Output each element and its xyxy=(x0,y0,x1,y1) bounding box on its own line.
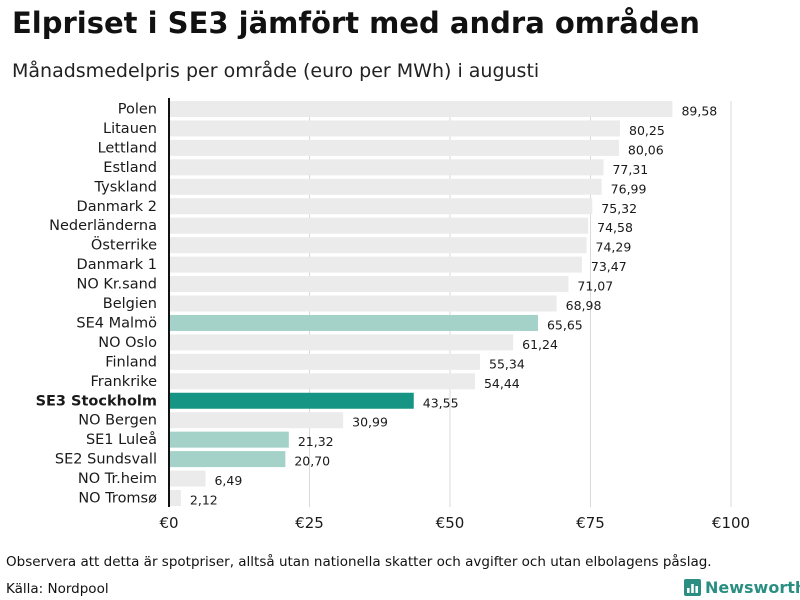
value-label: 76,99 xyxy=(611,181,647,196)
bar xyxy=(169,334,514,351)
bar xyxy=(169,470,206,487)
newsworthy-logo-icon xyxy=(684,579,701,596)
x-tick-label: €50 xyxy=(436,514,465,532)
category-label: Danmark 1 xyxy=(77,257,157,273)
value-label: 89,58 xyxy=(681,104,717,119)
value-label: 71,07 xyxy=(577,279,613,294)
footnote: Observera att detta är spotpriser, allts… xyxy=(6,554,712,570)
x-tick-label: €0 xyxy=(159,514,178,532)
value-label: 73,47 xyxy=(591,259,627,274)
bar xyxy=(169,139,619,156)
category-label: Estland xyxy=(103,160,157,176)
category-label: SE1 Luleå xyxy=(86,431,157,448)
category-label: Tyskland xyxy=(94,179,157,195)
bar xyxy=(169,159,604,176)
value-label: 77,31 xyxy=(612,162,648,177)
category-label: Lettland xyxy=(98,140,157,156)
bar xyxy=(169,490,181,506)
category-label: SE2 Sundsvall xyxy=(55,452,157,468)
category-label: Belgien xyxy=(103,296,157,312)
value-label: 74,58 xyxy=(597,220,633,235)
value-label: 20,70 xyxy=(294,454,330,469)
category-label: NO Kr.sand xyxy=(77,277,157,293)
brand-name: Newsworthy xyxy=(705,578,800,597)
category-label: NO Tromsø xyxy=(78,491,157,507)
category-label: NO Bergen xyxy=(78,413,157,429)
category-label: Danmark 2 xyxy=(77,199,157,215)
value-label: 68,98 xyxy=(566,298,602,313)
bar xyxy=(169,392,414,409)
x-tick-label: €25 xyxy=(295,514,324,532)
bar xyxy=(169,101,673,117)
brand-logo: Newsworthy xyxy=(684,578,800,597)
bar xyxy=(169,431,289,448)
value-label: 74,29 xyxy=(596,240,632,255)
category-label: Frankrike xyxy=(90,374,157,390)
bar xyxy=(169,353,481,370)
category-label: SE3 Stockholm xyxy=(36,393,157,409)
category-label: Nederländerna xyxy=(49,218,157,234)
value-label: 75,32 xyxy=(601,201,637,216)
value-label: 55,34 xyxy=(489,356,525,371)
bar xyxy=(169,276,569,293)
bar xyxy=(169,198,593,215)
bar xyxy=(169,373,475,390)
value-label: 65,65 xyxy=(547,317,583,332)
category-label: Finland xyxy=(105,354,157,370)
category-label: Litauen xyxy=(103,121,157,137)
bar xyxy=(169,314,538,331)
category-label: Österrike xyxy=(91,236,157,254)
source-note: Källa: Nordpool xyxy=(6,581,109,597)
bar xyxy=(169,295,557,312)
value-label: 6,49 xyxy=(214,473,242,488)
bar xyxy=(169,237,587,254)
value-label: 80,25 xyxy=(629,123,665,138)
bar xyxy=(169,120,621,137)
value-label: 21,32 xyxy=(298,434,334,449)
value-label: 54,44 xyxy=(484,376,520,391)
value-label: 61,24 xyxy=(522,337,558,352)
category-label: NO Tr.heim xyxy=(78,471,157,487)
bar xyxy=(169,178,602,195)
value-label: 2,12 xyxy=(190,493,218,508)
value-label: 43,55 xyxy=(423,395,459,410)
bar-chart: Polen 89,58 Litauen 80,25 Lettland 80,06 Estla… xyxy=(36,98,750,532)
value-label: 30,99 xyxy=(352,415,388,430)
category-label: Polen xyxy=(118,102,157,118)
value-label: 80,06 xyxy=(628,142,664,157)
chart-subtitle: Månadsmedelpris per område (euro per MWh… xyxy=(12,60,540,82)
category-label: SE4 Malmö xyxy=(76,315,157,331)
x-tick-label: €75 xyxy=(576,514,605,532)
bar xyxy=(169,256,582,273)
category-label: NO Oslo xyxy=(98,335,157,351)
bar xyxy=(169,412,344,429)
bar xyxy=(169,451,286,468)
chart-title: Elpriset i SE3 jämfört med andra områden xyxy=(12,6,700,40)
x-tick-label: €100 xyxy=(712,514,750,532)
bar xyxy=(169,217,589,234)
